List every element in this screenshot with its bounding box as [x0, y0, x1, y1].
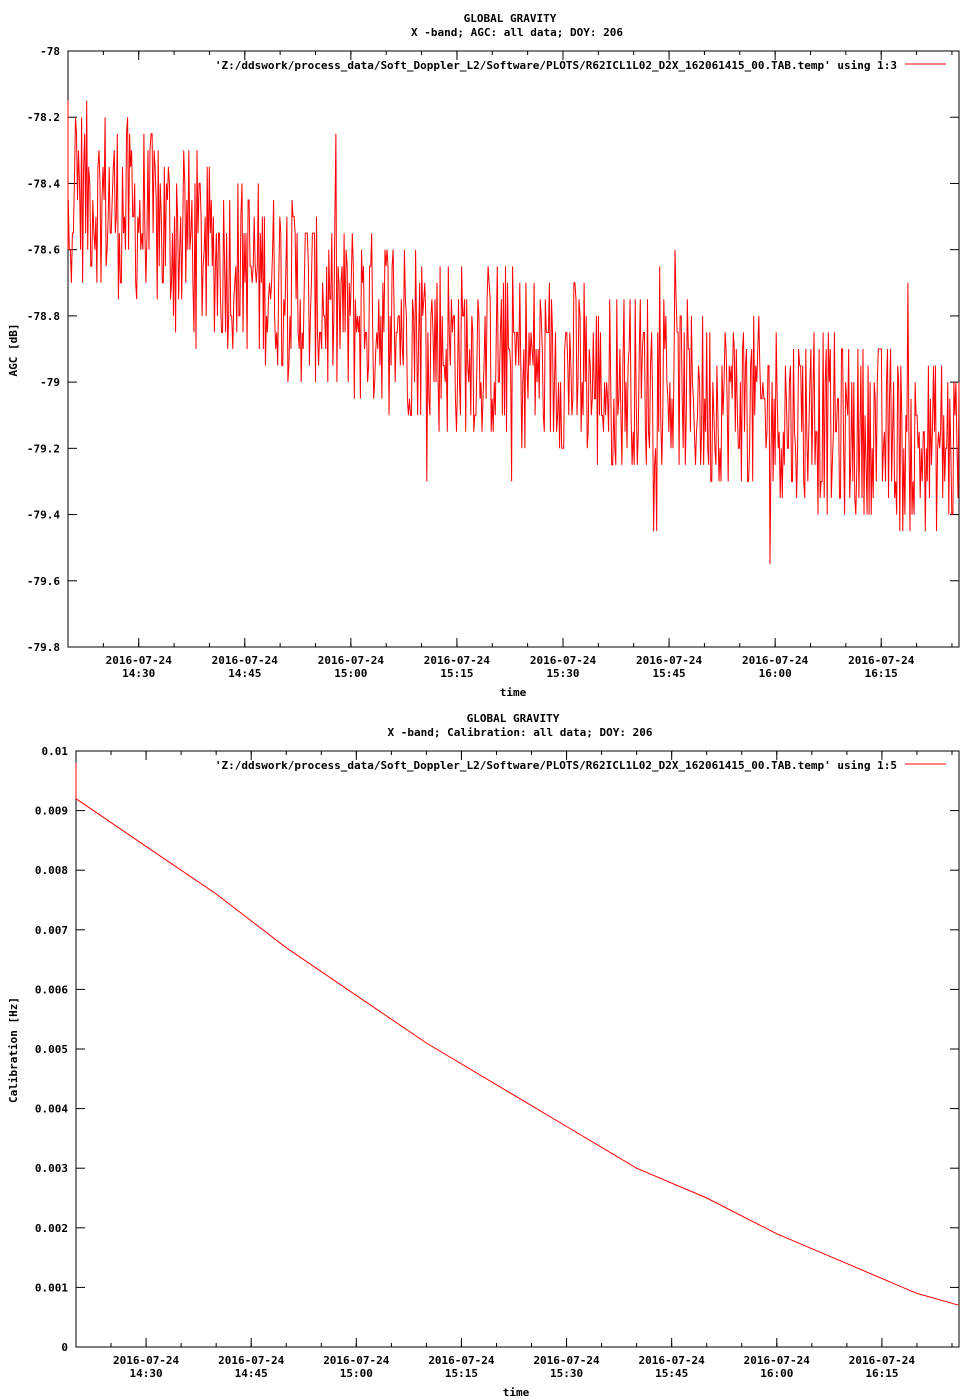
- x-tick-label-time: 15:45: [655, 1367, 688, 1380]
- legend-label: 'Z:/ddswork/process_data/Soft_Doppler_L2…: [215, 59, 897, 72]
- x-tick-label-date: 2016-07-24: [424, 654, 491, 667]
- plot-frame: [67, 50, 960, 648]
- legend-label: 'Z:/ddswork/process_data/Soft_Doppler_L2…: [215, 759, 897, 772]
- y-tick-label: -78.6: [27, 244, 60, 257]
- plot-frame: [75, 750, 960, 1348]
- x-tick-label-date: 2016-07-24: [530, 654, 597, 667]
- x-tick-label-date: 2016-07-24: [848, 654, 915, 667]
- y-tick-label: -78: [40, 45, 60, 58]
- y-axis-label: Calibration [Hz]: [7, 997, 20, 1103]
- x-tick-label-time: 15:30: [550, 1367, 583, 1380]
- x-tick-label-date: 2016-07-24: [533, 1354, 600, 1367]
- y-tick-label: -79.8: [27, 641, 60, 654]
- x-tick-label-time: 14:30: [130, 1367, 163, 1380]
- x-tick-label-time: 16:15: [865, 667, 898, 680]
- x-tick-label-time: 15:15: [440, 667, 473, 680]
- x-tick-label-date: 2016-07-24: [323, 1354, 390, 1367]
- y-tick-label: -79.4: [27, 509, 60, 522]
- x-tick-label-date: 2016-07-24: [113, 1354, 180, 1367]
- x-tick-label-date: 2016-07-24: [428, 1354, 495, 1367]
- y-tick-label: -79.6: [27, 575, 60, 588]
- calibration-chart: GLOBAL GRAVITY X -band; Calibration: all…: [7, 712, 960, 1399]
- y-tick-label: 0.004: [35, 1103, 68, 1116]
- x-tick-label-time: 15:45: [653, 667, 686, 680]
- y-tick-label: 0.001: [35, 1281, 68, 1294]
- chart-title: GLOBAL GRAVITY: [464, 12, 557, 25]
- y-tick-label: -78.2: [27, 111, 60, 124]
- x-tick-label-time: 16:00: [760, 1367, 793, 1380]
- x-tick-label-date: 2016-07-24: [744, 1354, 811, 1367]
- x-tick-label-time: 15:00: [340, 1367, 373, 1380]
- x-tick-label-date: 2016-07-24: [106, 654, 173, 667]
- y-tick-label: -78.4: [27, 177, 60, 190]
- x-tick-label-date: 2016-07-24: [636, 654, 703, 667]
- x-tick-label-time: 14:45: [228, 667, 261, 680]
- y-tick-label: 0.003: [35, 1162, 68, 1175]
- y-tick-label: 0: [61, 1341, 68, 1354]
- y-tick-label: 0.005: [35, 1043, 68, 1056]
- x-axis-label: time: [503, 1386, 530, 1399]
- x-tick-label-date: 2016-07-24: [639, 1354, 706, 1367]
- x-tick-label-time: 16:15: [865, 1367, 898, 1380]
- y-tick-label: -79.2: [27, 442, 60, 455]
- x-tick-label-date: 2016-07-24: [318, 654, 385, 667]
- x-tick-label-date: 2016-07-24: [212, 654, 279, 667]
- y-tick-label: 0.006: [35, 983, 68, 996]
- y-tick-label: 0.002: [35, 1222, 68, 1235]
- chart-title: GLOBAL GRAVITY: [467, 712, 560, 725]
- y-tick-label: 0.01: [42, 745, 69, 758]
- x-tick-label-time: 14:30: [122, 667, 155, 680]
- y-tick-label: -79: [40, 376, 60, 389]
- x-tick-label-time: 15:15: [445, 1367, 478, 1380]
- x-axis-label: time: [500, 686, 527, 699]
- chart-subtitle: X -band; AGC: all data; DOY: 206: [411, 26, 623, 39]
- x-tick-label-time: 16:00: [759, 667, 792, 680]
- y-axis-label: AGC [dB]: [7, 324, 20, 377]
- y-tick-label: -78.8: [27, 310, 60, 323]
- x-tick-label-time: 15:00: [334, 667, 367, 680]
- x-tick-label-date: 2016-07-24: [218, 1354, 285, 1367]
- x-tick-label-date: 2016-07-24: [742, 654, 809, 667]
- series-line: [75, 762, 960, 1306]
- x-tick-label-date: 2016-07-24: [849, 1354, 916, 1367]
- y-tick-label: 0.008: [35, 864, 68, 877]
- x-tick-label-time: 14:45: [235, 1367, 268, 1380]
- chart-subtitle: X -band; Calibration: all data; DOY: 206: [388, 726, 653, 739]
- series-line: [67, 100, 960, 565]
- y-tick-label: 0.009: [35, 805, 68, 818]
- x-tick-label-time: 15:30: [546, 667, 579, 680]
- y-tick-label: 0.007: [35, 924, 68, 937]
- agc-chart: GLOBAL GRAVITY X -band; AGC: all data; D…: [7, 12, 960, 699]
